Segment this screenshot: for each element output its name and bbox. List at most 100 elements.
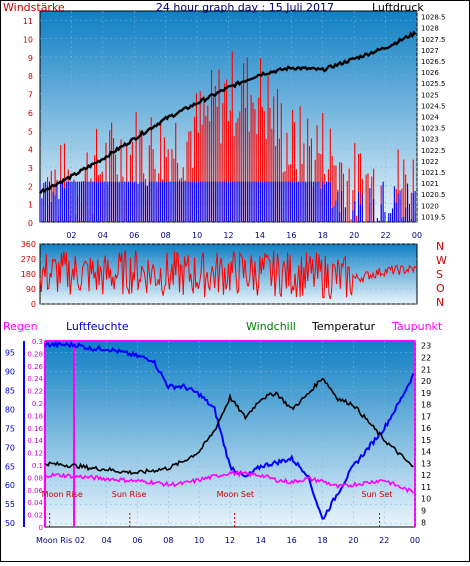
panel3-grid	[23, 340, 416, 527]
hour-label: 10	[192, 231, 202, 240]
rain-tick-label: 0.28	[27, 350, 43, 358]
rain-tick-label: 0.2	[32, 400, 43, 408]
humidity-line	[44, 340, 415, 520]
direction-axis-ticks: 0 90 180 270 360	[21, 240, 36, 309]
hour-label: 02	[75, 536, 85, 545]
hour-label: 14	[255, 231, 265, 240]
hour-label: 08	[163, 536, 173, 545]
rain-tick-label: 0.1	[32, 462, 43, 470]
legend-label: Regen	[3, 320, 38, 333]
temperature-tick-label: 14	[421, 448, 431, 457]
wind-tick-label: 10	[23, 36, 33, 45]
pressure-tick-label: 1028.5	[421, 14, 446, 22]
pressure-line	[39, 30, 417, 195]
pressure-tick-label: 1021.5	[421, 169, 446, 177]
panel3-legend: Regen Luftfeuchte Windchill Temperatur Taupu…	[3, 320, 443, 333]
wind-tick-label: 6	[28, 109, 33, 118]
hour-label: 04	[102, 536, 112, 545]
compass-label: N	[436, 296, 444, 309]
rain-tick-label: 0.24	[27, 375, 43, 383]
pressure-tick-label: 1019.5	[421, 213, 446, 221]
rain-axis-ticks: 0 0.02 0.04 0.06 0.08 0.1 0.12 0.14 0.16 0.18 0.2 0…	[27, 338, 43, 532]
rain-tick-label: 0.08	[27, 474, 43, 482]
hour-label: 14	[256, 536, 266, 545]
wind-tick-label: 4	[28, 146, 33, 155]
compass-label: W	[436, 254, 447, 267]
humidity-tick-label: 80	[5, 405, 15, 414]
dewpoint-line	[44, 469, 415, 494]
humidity-tick-label: 90	[5, 367, 15, 376]
hour-label: 10	[194, 536, 204, 545]
rain-tick-label: 0.04	[27, 499, 43, 507]
chart-title: 24 hour graph day : 15 Juli 2017	[156, 1, 334, 14]
legend-label: Windchill	[246, 320, 296, 333]
hour-label: 20	[348, 536, 358, 545]
wind-strength-label: Windstärke	[3, 1, 65, 14]
compass-label: N	[436, 240, 444, 253]
legend-label: Taupunkt	[391, 320, 443, 333]
rain-tick-label: 0.16	[27, 425, 43, 433]
wind-tick-label: 0	[28, 219, 33, 228]
rain-tick-label: 0.14	[27, 437, 43, 445]
temperature-tick-label: 19	[421, 389, 431, 398]
humidity-axis-ticks: 50 55 60 65 70 75 80 85 90 95	[5, 348, 15, 528]
sun-moon-annotations: Moon Rise Sun Rise Moon Set Sun Set	[42, 490, 393, 527]
pressure-tick-label: 1023	[421, 136, 439, 144]
wind-tick-label: 1	[28, 201, 33, 210]
rain-tick-label: 0	[39, 524, 43, 532]
hour-label: 04	[98, 231, 108, 240]
hour-label: 12	[223, 231, 233, 240]
humidity-tick-label: 75	[5, 424, 15, 433]
hour-label: 00	[410, 536, 420, 545]
pressure-tick-label: 1024.5	[421, 102, 446, 110]
hour-label: 16	[286, 231, 296, 240]
annotation-label: Sun Set	[362, 490, 393, 499]
pressure-tick-label: 1020.5	[421, 191, 446, 199]
rain-tick-label: 0.06	[27, 487, 43, 495]
humidity-tick-label: 85	[5, 386, 15, 395]
temperature-tick-label: 22	[421, 353, 431, 362]
hour-label: 08	[161, 231, 171, 240]
pressure-tick-label: 1026	[421, 69, 439, 77]
rain-tick-label: 0.18	[27, 412, 43, 420]
temperature-tick-label: 13	[421, 459, 431, 468]
legend-label: Luftfeuchte	[66, 320, 129, 333]
temperature-tick-label: 15	[421, 436, 431, 445]
pressure-axis-ticks: 1019.5 1020 1020.5 1021 1021.5 1022 1022.5 1023…	[421, 14, 446, 222]
hour-label: 02	[66, 231, 76, 240]
wind-axis-ticks: 0 1 2 3 4 5 6 7 8 9 10 11	[23, 17, 33, 228]
wind-tick-label: 11	[23, 17, 33, 26]
pressure-tick-label: 1027.5	[421, 36, 446, 44]
gust-bars	[39, 181, 416, 222]
pressure-tick-label: 1022	[421, 158, 439, 166]
annotation-label: Moon Set	[217, 490, 254, 499]
temperature-tick-label: 18	[421, 401, 431, 410]
panel1-hour-labels: 02 04 06 08 10 12 14 16 18 20 22 00	[66, 231, 422, 240]
temperature-tick-label: 23	[421, 342, 431, 351]
wind-direction-line	[39, 249, 418, 300]
pressure-label: Luftdruck	[372, 1, 424, 14]
hour-label: 18	[318, 231, 328, 240]
rain-tick-label: 0.02	[27, 512, 43, 520]
temperature-tick-label: 9	[421, 507, 426, 516]
direction-tick-label: 270	[21, 255, 36, 264]
pressure-tick-label: 1024	[421, 114, 439, 122]
annotation-label: Sun Rise	[112, 490, 147, 499]
wind-tick-label: 9	[28, 54, 33, 63]
hour-label: 22	[380, 231, 390, 240]
hour-label: 20	[349, 231, 359, 240]
humidity-tick-label: 70	[5, 443, 15, 452]
humidity-tick-label: 95	[5, 348, 15, 357]
legend-label: Temperatur	[311, 320, 376, 333]
temperature-tick-label: 17	[421, 412, 431, 421]
pressure-tick-label: 1028	[421, 25, 439, 33]
wind-tick-label: 2	[28, 182, 33, 191]
pressure-tick-label: 1026.5	[421, 58, 446, 66]
temperature-axis-ticks: 8 9 10 11 12 13 14 15 16 17 18 19 20 21 22 23	[421, 342, 431, 528]
annotation-label: Moon Rise	[42, 490, 83, 499]
hour-label: 22	[379, 536, 389, 545]
temperature-tick-label: 12	[421, 471, 431, 480]
hour-label: 12	[225, 536, 235, 545]
